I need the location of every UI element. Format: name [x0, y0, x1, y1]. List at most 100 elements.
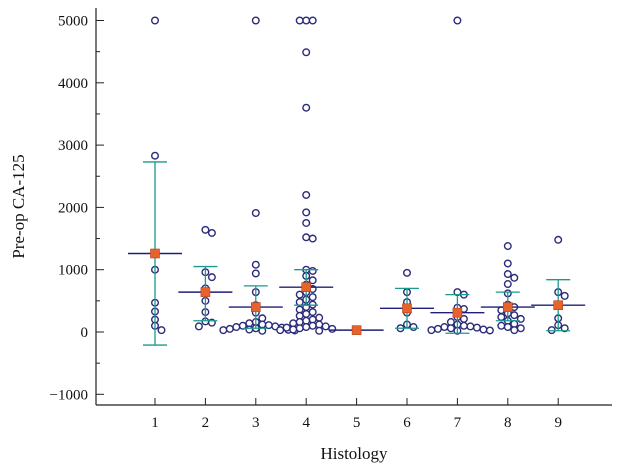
data-point: [315, 326, 324, 335]
y-tick-label: 4000: [58, 76, 88, 92]
data-point: [251, 269, 260, 278]
data-point: [258, 326, 267, 335]
data-point: [503, 323, 512, 332]
data-point: [302, 218, 311, 227]
axes: −1000 0 1000 2000 3000 4000 5000 1 2 3 4 5 6 7 8 9: [50, 8, 612, 431]
mean-marker: [402, 303, 412, 314]
data-point: [427, 326, 436, 335]
mean-marker: [502, 302, 513, 312]
data-point: [308, 308, 317, 317]
data-point: [459, 321, 468, 330]
y-tick-label: 1000: [58, 263, 88, 279]
mean-marker: [452, 307, 463, 318]
y-tick-label: 3000: [58, 138, 88, 154]
group-4: [276, 16, 337, 335]
group-7: [427, 16, 494, 335]
x-tick-label: 6: [403, 415, 411, 431]
data-point: [510, 326, 519, 335]
data-point: [282, 323, 291, 332]
data-point: [295, 290, 304, 299]
data-point: [232, 323, 241, 332]
data-point: [150, 151, 159, 160]
data-point: [207, 273, 216, 282]
mean-marker: [351, 325, 362, 335]
x-tick-label: 1: [151, 415, 159, 431]
group-2: [178, 225, 233, 331]
data-point: [328, 324, 337, 333]
data-point: [510, 311, 519, 320]
data-point: [308, 16, 317, 25]
data-point: [245, 325, 254, 334]
data-point: [453, 16, 462, 25]
data-point: [446, 324, 455, 333]
mean-marker: [251, 302, 261, 312]
x-tick-label: 3: [252, 415, 260, 431]
x-tick-label: 5: [353, 415, 361, 431]
data-point: [308, 266, 317, 275]
y-tick-label: 5000: [58, 14, 88, 30]
data-point: [157, 326, 166, 335]
data-point: [503, 259, 512, 268]
mean-marker: [200, 287, 211, 297]
data-point: [308, 293, 317, 302]
data-point: [302, 16, 311, 25]
data-point: [308, 234, 317, 243]
data-point: [295, 298, 304, 307]
data-point: [302, 323, 311, 332]
y-axis-title: Pre-op CA-125: [9, 154, 28, 258]
data-point: [554, 235, 563, 244]
data-point: [466, 322, 475, 331]
data-point: [516, 324, 525, 333]
data-point: [225, 324, 234, 333]
data-point: [207, 228, 216, 237]
data-point: [302, 208, 311, 217]
x-axis-title: Histology: [320, 444, 388, 463]
data-point: [219, 326, 228, 335]
data-point: [289, 325, 298, 334]
data-point: [497, 313, 506, 322]
chart-marks: [128, 16, 586, 346]
x-tick-label: 4: [302, 415, 310, 431]
data-point: [302, 48, 311, 57]
data-point: [295, 16, 304, 25]
group-6: [380, 268, 434, 333]
data-point: [560, 291, 569, 300]
group-5: [329, 325, 384, 335]
data-point: [295, 324, 304, 333]
data-point: [276, 326, 285, 335]
y-tick-label: −1000: [50, 387, 88, 403]
data-point: [440, 323, 449, 332]
group-9: [531, 235, 586, 335]
data-point: [472, 323, 481, 332]
data-point: [485, 326, 494, 335]
y-tick-label: 0: [81, 325, 89, 341]
data-point: [315, 313, 324, 322]
data-point: [251, 209, 260, 218]
data-point: [150, 16, 159, 25]
x-tick-label: 2: [202, 415, 210, 431]
x-tick-label: 7: [454, 415, 462, 431]
y-tick-label: 2000: [58, 200, 88, 216]
data-point: [308, 321, 317, 330]
mean-marker: [301, 282, 312, 292]
group-1: [128, 16, 182, 346]
mean-marker: [553, 300, 564, 311]
data-point: [201, 225, 210, 234]
data-point: [503, 270, 512, 279]
data-point: [194, 322, 203, 331]
data-point: [510, 273, 519, 282]
data-point: [479, 325, 488, 334]
data-point: [264, 321, 273, 330]
x-tick-label: 8: [504, 415, 512, 431]
group-8: [480, 242, 535, 335]
mean-marker: [150, 248, 160, 259]
data-point: [302, 190, 311, 199]
data-point: [308, 276, 317, 285]
x-tick-label: 9: [554, 415, 562, 431]
data-point: [302, 103, 311, 112]
data-point: [251, 16, 260, 25]
data-point: [302, 309, 311, 318]
data-point: [251, 260, 260, 269]
data-point: [503, 280, 512, 289]
